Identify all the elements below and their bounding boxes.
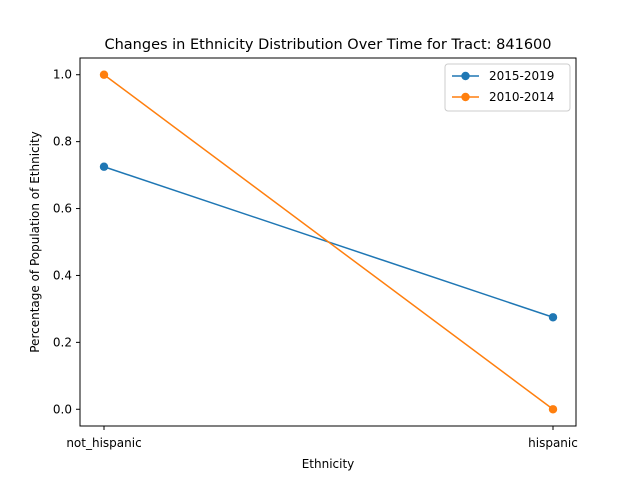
legend-swatch-marker	[461, 92, 470, 102]
y-axis-label: Percentage of Population of Ethnicity	[28, 131, 42, 353]
y-tick-label: 0.0	[53, 402, 72, 416]
data-point	[548, 405, 558, 414]
x-axis-ticks: not_hispanic hispanic	[66, 426, 578, 450]
x-tick-label: not_hispanic	[66, 436, 141, 450]
legend-item: 2010-2014	[452, 90, 554, 104]
legend-label: 2010-2014	[489, 90, 554, 104]
legend-label: 2015-2019	[489, 69, 554, 83]
y-tick-label: 0.6	[53, 202, 72, 216]
y-tick-label: 0.2	[53, 335, 72, 349]
legend-swatch-marker	[461, 71, 470, 81]
data-point	[99, 162, 109, 171]
y-tick-label: 0.4	[53, 268, 72, 282]
data-point	[99, 70, 109, 79]
x-axis-label: Ethnicity	[302, 457, 355, 471]
y-tick-label: 1.0	[53, 68, 72, 82]
y-tick-label: 0.8	[53, 135, 72, 149]
series-layer	[99, 70, 558, 414]
chart-title: Changes in Ethnicity Distribution Over T…	[104, 37, 551, 53]
x-tick-label: hispanic	[528, 436, 578, 450]
data-point	[548, 313, 558, 322]
legend: 2015-2019 2010-2014	[444, 63, 571, 112]
legend-item: 2015-2019	[452, 69, 554, 83]
series-line	[103, 74, 554, 410]
y-axis-ticks: 0.0 0.2 0.4 0.6 0.8 1.0	[53, 68, 80, 416]
plot-area	[79, 57, 577, 427]
series-2010-2014	[99, 70, 558, 414]
